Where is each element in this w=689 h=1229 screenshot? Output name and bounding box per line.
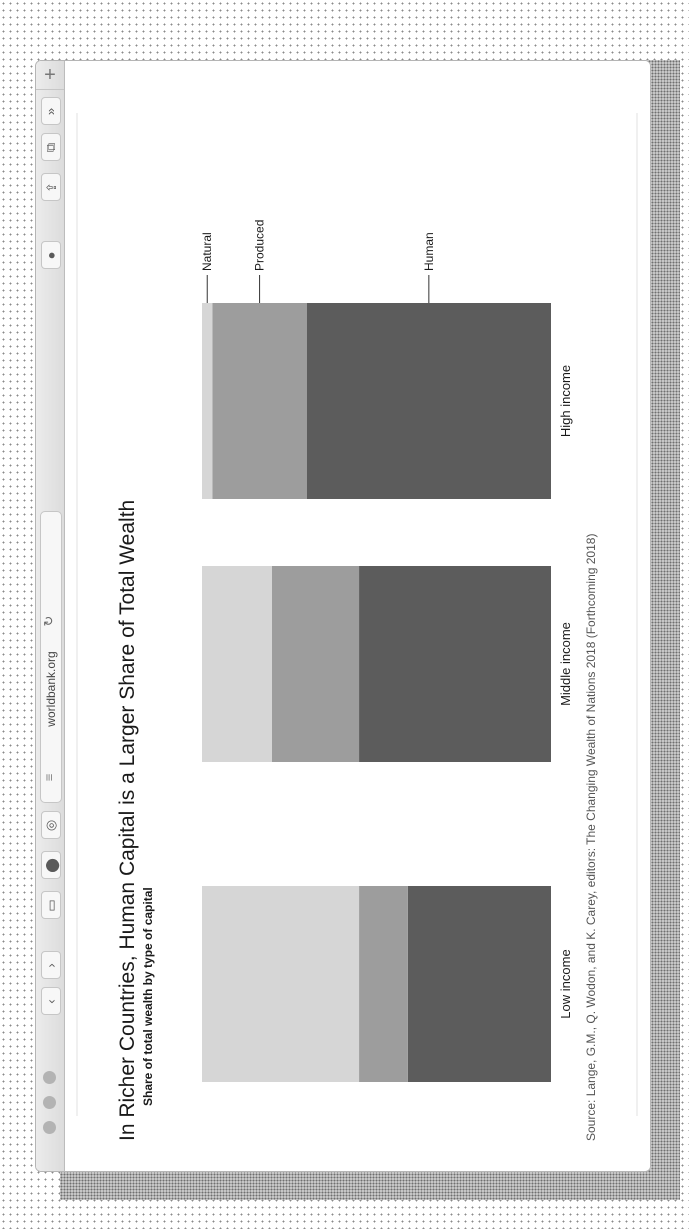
window-zoom-button[interactable] (43, 1071, 56, 1084)
double-chevron-icon: » (43, 107, 59, 115)
chart-subtitle: Share of total wealth by type of capital (141, 887, 155, 1106)
category-label-middle-income: Middle income (558, 622, 573, 706)
category-label-high-income: High income (558, 365, 573, 437)
bars-group (202, 303, 551, 1082)
bar-middle-income-human (359, 566, 551, 762)
category-labels: Low income Middle income High income (558, 365, 573, 1019)
bar-high-income-produced (212, 303, 307, 499)
chart-title: In Richer Countries, Human Capital is a … (116, 500, 139, 1141)
bar-low-income-natural (202, 886, 360, 1082)
new-tab-button[interactable]: + (36, 61, 64, 90)
show-tabs-button[interactable]: » (41, 97, 61, 125)
target-icon: ◎ (43, 819, 59, 831)
window-close-button[interactable] (43, 1121, 56, 1134)
sidebar-button[interactable]: ◎ (41, 811, 61, 839)
chart: In Richer Countries, Human Capital is a … (76, 113, 638, 1141)
chevron-left-icon: ‹ (43, 998, 59, 1004)
window-minimize-button[interactable] (43, 1096, 56, 1109)
bar-middle-income-natural (202, 566, 272, 762)
bar-low-income-human (407, 886, 551, 1082)
bar-high-income-human (306, 303, 551, 499)
tab-overview-button[interactable]: ⧉ (41, 133, 61, 161)
category-label-low-income: Low income (558, 949, 573, 1018)
forward-button[interactable]: › (41, 951, 61, 979)
back-button[interactable]: ‹ (41, 987, 61, 1015)
share-button[interactable]: ⇪ (41, 173, 61, 201)
tabs-icon: ⧉ (43, 142, 59, 152)
url-text[interactable]: worldbank.org (44, 651, 58, 727)
page-content: In Richer Countries, Human Capital is a … (65, 61, 650, 1171)
chevron-right-icon: › (43, 962, 59, 968)
tab-view-button[interactable]: ▭ (41, 891, 61, 919)
share-icon: ⇪ (43, 181, 59, 193)
download-icon: ● (43, 251, 59, 259)
download-button[interactable]: ● (41, 241, 61, 269)
series-label-natural: Natural (200, 232, 214, 271)
browser-window: + » ⧉ ⇪ ● ↻ worldbank.org ≡ ◎ ⬤ ▭ › ‹ In… (35, 60, 651, 1172)
pocket-button[interactable]: ⬤ (41, 851, 61, 879)
bar-low-income-produced (359, 886, 408, 1082)
source-note: Source: Lange, G.M., Q. Wodon, and K. Ca… (584, 534, 598, 1141)
sidebar-icon: ▭ (43, 898, 59, 912)
series-label-human: Human (422, 232, 436, 271)
series-label-produced: Produced (253, 220, 267, 271)
pocket-icon: ⬤ (43, 857, 59, 873)
bar-middle-income-produced (271, 566, 360, 762)
series-labels: Human Produced Natural (200, 220, 436, 303)
browser-toolbar: + » ⧉ ⇪ ● ↻ worldbank.org ≡ ◎ ⬤ ▭ › ‹ (36, 61, 65, 1171)
plus-icon: + (44, 63, 56, 86)
bar-high-income-natural (202, 303, 213, 499)
address-bar[interactable]: ↻ worldbank.org ≡ (40, 511, 62, 803)
